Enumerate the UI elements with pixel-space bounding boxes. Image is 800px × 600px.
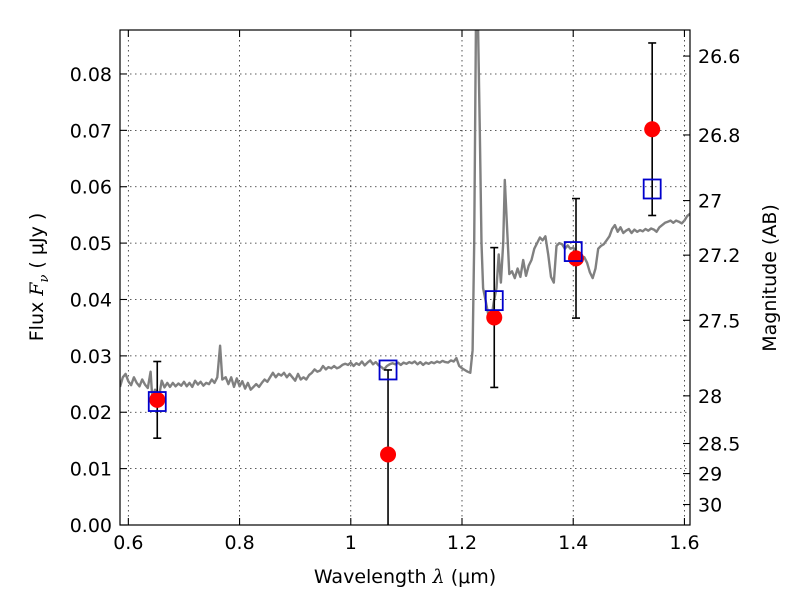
- y-tick-label: 0.07: [70, 120, 112, 142]
- y2-axis-ticks: 26.6 26.8 27 27.2 27.5 28 28.5 29 30: [683, 46, 740, 517]
- y2-tick-label: 27.2: [698, 245, 740, 267]
- x-tick-label: 1.4: [558, 532, 588, 554]
- y-tick-label: 0.08: [70, 64, 112, 86]
- y2-tick-label: 28: [698, 386, 722, 408]
- observed-layer: [149, 121, 661, 463]
- y-tick-label: 0.03: [70, 346, 112, 368]
- y2-tick-label: 28.5: [698, 434, 740, 456]
- observed-flux-point: [486, 309, 503, 326]
- model-flux-point: [642, 178, 662, 200]
- grid-layer: [120, 30, 690, 525]
- y-tick-label: 0.05: [70, 233, 112, 255]
- spectrum-layer: [120, 30, 690, 400]
- model-layer: [147, 178, 662, 412]
- y2-tick-label: 27: [698, 191, 722, 213]
- y2-tick-label: 29: [698, 464, 722, 486]
- y-tick-label: 0.02: [70, 402, 112, 424]
- x-axis-ticks: 0.6 0.8 1 1.2 1.4 1.6: [113, 30, 700, 554]
- model-spectrum-line: [120, 30, 690, 400]
- y-tick-label: 0.01: [70, 459, 112, 481]
- observed-flux-point: [644, 121, 661, 138]
- y-tick-label: 0.06: [70, 177, 112, 199]
- model-flux-point: [563, 241, 583, 262]
- y2-tick-label: 27.5: [698, 310, 740, 332]
- model-flux-point: [147, 391, 167, 412]
- observed-flux-point: [568, 250, 584, 267]
- y2-tick-label: 30: [698, 495, 722, 517]
- x-tick-label: 1.2: [447, 532, 477, 554]
- observed-flux-point: [149, 391, 166, 408]
- y-tick-label: 0.04: [70, 289, 112, 311]
- y2-axis-title: Magnitude (AB): [759, 204, 781, 352]
- plot-frame: [119, 29, 691, 526]
- x-tick-label: 1.6: [669, 532, 699, 554]
- y2-tick-label: 26.8: [698, 125, 740, 147]
- y-axis-ticks: 0.00 0.01 0.02 0.03 0.04 0.05 0.06 0.07 0.08: [70, 64, 127, 537]
- observed-flux-point: [380, 446, 397, 463]
- y2-tick-label: 26.6: [698, 46, 740, 68]
- y-tick-label: 0.00: [70, 515, 112, 537]
- model-flux-point: [378, 359, 398, 381]
- x-tick-label: 1: [345, 532, 357, 554]
- y-axis-title: Flux Fν ( μJy ): [26, 213, 52, 342]
- x-axis-title: Wavelength λ (μm): [314, 566, 496, 588]
- x-tick-label: 0.8: [224, 532, 254, 554]
- model-flux-point: [484, 290, 504, 312]
- x-tick-label: 0.6: [113, 532, 143, 554]
